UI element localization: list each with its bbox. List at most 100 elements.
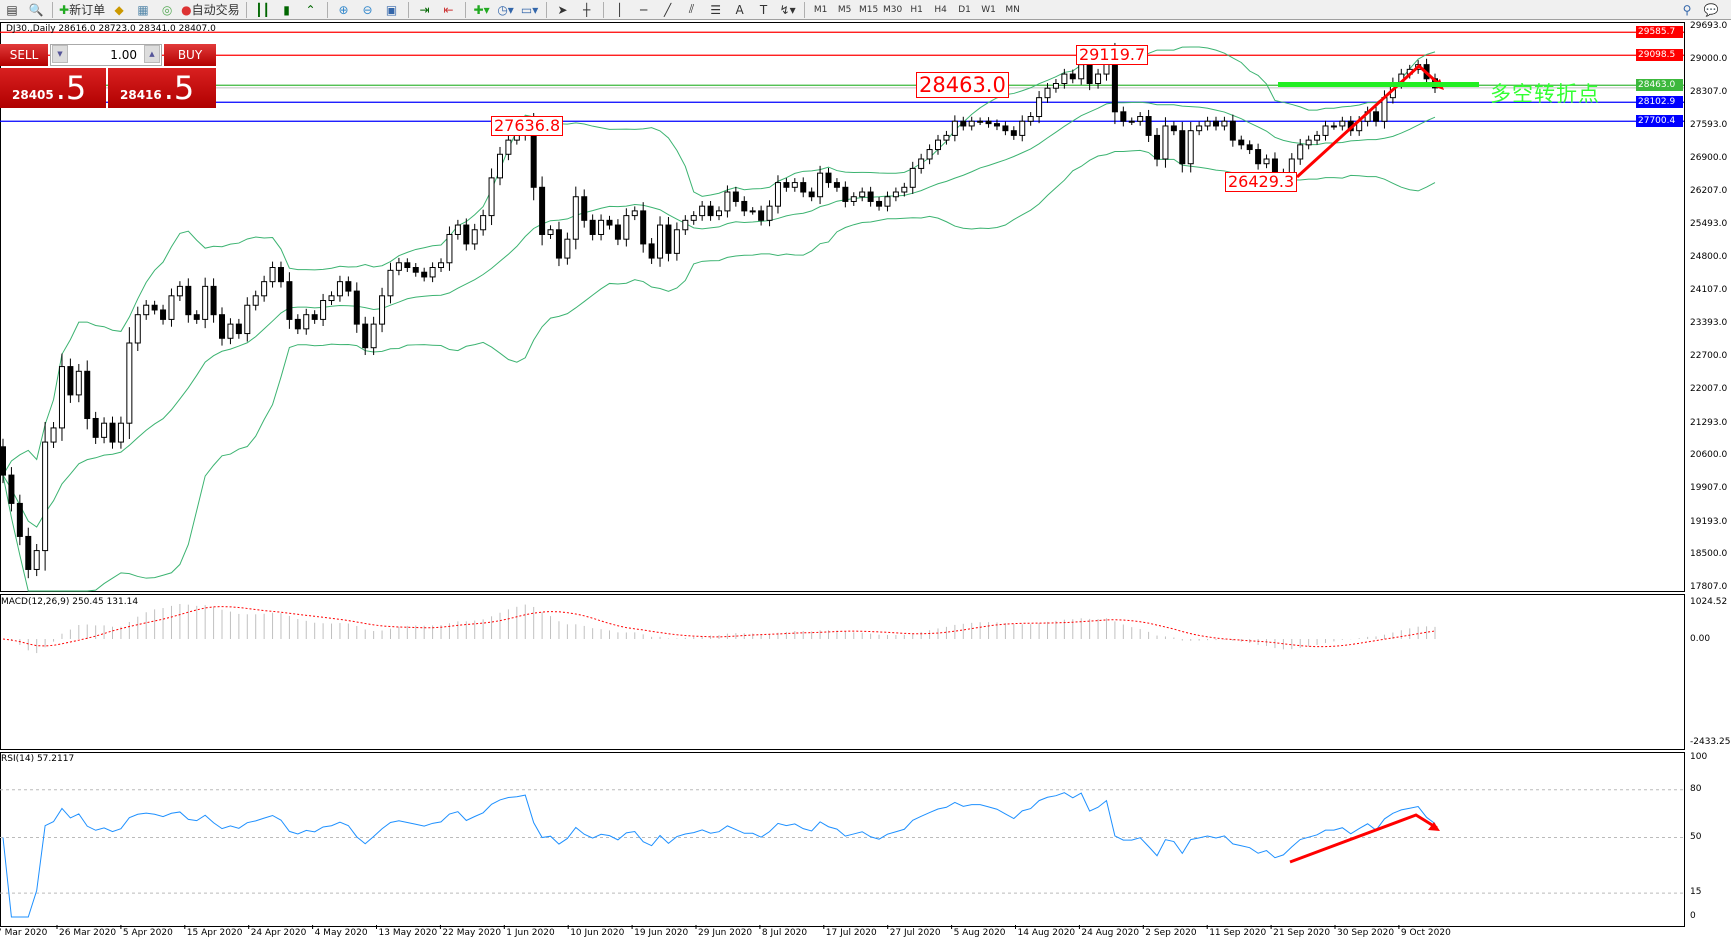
annotation-low[interactable]: 26429.3 xyxy=(1225,172,1298,192)
bear-candle xyxy=(1154,134,1161,160)
crosshair-icon[interactable]: ┼ xyxy=(582,2,591,17)
bear-candle xyxy=(876,200,883,207)
timeframe-bar: M1 M5 M15 M30 H1 H4 D1 W1 MN xyxy=(809,5,1025,15)
bull-candle xyxy=(884,196,891,207)
bear-candle xyxy=(67,366,74,396)
label-icon[interactable]: T xyxy=(759,2,768,17)
bar-chart-icon[interactable]: ┃┃ xyxy=(255,2,270,17)
bear-candle xyxy=(193,314,200,320)
date-label: 5 Apr 2020 xyxy=(122,928,173,938)
date-label: 30 Sep 2020 xyxy=(1337,928,1395,938)
new-order-button[interactable]: ✚ 新订单 xyxy=(59,1,105,19)
bull-candle xyxy=(918,158,925,169)
new-chart-icon[interactable]: ▤ xyxy=(6,2,18,17)
bear-candle xyxy=(109,422,116,443)
buy-price[interactable]: 28416.5 xyxy=(108,68,216,108)
bull-candle xyxy=(1322,125,1329,136)
timeframe-w1[interactable]: W1 xyxy=(981,4,996,15)
annotation-prev-high[interactable]: 27636.8 xyxy=(491,116,564,136)
annotation-high[interactable]: 29119.7 xyxy=(1076,45,1149,65)
price-tick-label: 19193.0 xyxy=(1690,516,1728,527)
bear-candle xyxy=(589,219,596,235)
timeframe-m5[interactable]: M5 xyxy=(837,4,852,15)
bull-candle xyxy=(968,120,975,127)
timeframe-mn[interactable]: MN xyxy=(1005,4,1020,15)
new-order-label: 新订单 xyxy=(69,3,106,17)
price-tick-label: 21293.0 xyxy=(1690,417,1728,428)
timeframe-m15[interactable]: M15 xyxy=(858,4,879,15)
timeframe-h4[interactable]: H4 xyxy=(934,4,947,15)
bull-candle xyxy=(168,295,175,320)
navigator-icon[interactable]: ▦ xyxy=(137,2,149,17)
bear-candle xyxy=(210,285,217,316)
timeframe-h1[interactable]: H1 xyxy=(910,4,923,15)
chat-icon[interactable]: 💬 xyxy=(1703,2,1719,17)
line-chart-icon[interactable]: ⌃ xyxy=(305,2,316,17)
date-label: 22 May 2020 xyxy=(442,928,502,938)
divider xyxy=(803,1,805,18)
sell-price[interactable]: 28405.5 xyxy=(0,68,106,108)
lot-decrease-icon[interactable]: ▼ xyxy=(52,45,68,63)
timeframe-d1[interactable]: D1 xyxy=(958,4,971,15)
bear-candle xyxy=(732,191,739,202)
bull-candle xyxy=(336,281,343,297)
turning-point-bar xyxy=(1278,82,1479,87)
lot-increase-icon[interactable]: ▲ xyxy=(144,45,160,63)
zoom-in-icon[interactable]: ⊕ xyxy=(338,2,349,17)
bull-candle xyxy=(1052,83,1059,89)
sell-button[interactable]: SELL xyxy=(0,44,48,66)
candlestick-icon[interactable]: ▮ xyxy=(283,2,290,17)
indicators-icon[interactable]: ✚▾ xyxy=(473,2,490,17)
bull-candle xyxy=(1128,120,1135,123)
bear-candle xyxy=(808,191,815,198)
annotation-level[interactable]: 28463.0 xyxy=(916,72,1009,98)
rsi-label: RSI(14) 57.2117 xyxy=(1,754,75,764)
horizontal-line-icon[interactable]: ─ xyxy=(639,2,648,17)
search-icon[interactable]: ⚲ xyxy=(1682,2,1692,17)
lot-size-input[interactable]: 1.00 xyxy=(50,44,162,66)
auto-trading-button[interactable]: ● 自动交易 xyxy=(181,1,240,19)
price-level-label: 27700.4 xyxy=(1636,115,1683,128)
arrows-icon[interactable]: ↯▾ xyxy=(779,2,796,17)
chart-canvas[interactable] xyxy=(0,21,1731,942)
bull-candle xyxy=(438,262,445,269)
bull-candle xyxy=(480,215,487,231)
channel-icon[interactable]: ⫽ xyxy=(688,2,695,16)
bull-candle xyxy=(817,172,824,198)
bull-candle xyxy=(202,285,209,320)
bull-candle xyxy=(909,167,916,188)
zoom-out-icon[interactable]: ⊖ xyxy=(362,2,373,17)
templates-icon[interactable]: ▭▾ xyxy=(520,2,539,17)
bull-candle xyxy=(673,229,680,254)
zoom-chart-icon[interactable]: 🔍 xyxy=(28,2,44,17)
signals-icon[interactable]: ◎ xyxy=(161,2,173,17)
auto-scroll-icon[interactable]: ⇥ xyxy=(419,2,430,17)
cursor-icon[interactable]: ➤ xyxy=(557,2,568,17)
bull-candle xyxy=(143,304,150,316)
bear-candle xyxy=(555,229,562,259)
timeframe-m1[interactable]: M1 xyxy=(813,4,828,15)
price-tick-label: 23393.0 xyxy=(1690,318,1728,329)
date-label: 10 Jun 2020 xyxy=(570,928,625,938)
metaeditor-icon[interactable]: ◆ xyxy=(114,2,124,17)
divider xyxy=(245,1,247,18)
chart-shift-icon[interactable]: ⇤ xyxy=(443,2,454,17)
vertical-line-icon[interactable]: │ xyxy=(615,2,624,17)
fibonacci-icon[interactable]: ☰ xyxy=(710,2,721,17)
bull-candle xyxy=(682,219,689,231)
text-icon[interactable]: A xyxy=(735,2,744,17)
buy-price-fraction: .5 xyxy=(163,69,195,107)
timeframe-m30[interactable]: M30 xyxy=(882,4,903,15)
date-label: 1 Jun 2020 xyxy=(506,928,555,938)
divider xyxy=(52,1,53,18)
trendline-icon[interactable]: ╱ xyxy=(663,2,672,17)
periods-icon[interactable]: ◷▾ xyxy=(497,2,514,17)
bear-candle xyxy=(867,191,874,202)
bear-candle xyxy=(1069,73,1076,80)
bull-candle xyxy=(943,134,950,141)
bear-candle xyxy=(985,120,992,125)
buy-button[interactable]: BUY xyxy=(164,44,216,66)
turning-point-label: 多空转折点 xyxy=(1490,82,1600,106)
tile-windows-icon[interactable]: ▣ xyxy=(385,2,398,17)
toolbar: ▤ 🔍 ✚ 新订单 ◆ ▦ ◎ ● 自动交易 ┃┃ ▮ ⌃ ⊕ ⊖ ▣ ⇥ ⇤ ✚▾… xyxy=(0,0,1731,20)
